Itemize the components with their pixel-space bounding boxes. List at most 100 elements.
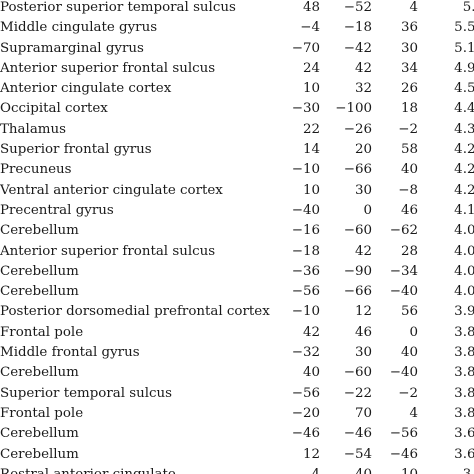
t-value-cell: 4.16 — [454, 202, 474, 218]
x-coordinate-cell: 48 — [302, 0, 320, 15]
x-coordinate-cell: −30 — [291, 101, 320, 117]
table-row: Middle frontal gyrus −32 30 40 3.88 — [0, 343, 474, 363]
t-value-cell: 3.82 — [454, 405, 474, 421]
z-coordinate-cell: −8 — [398, 182, 418, 198]
region-cell: Cerebellum — [0, 284, 79, 300]
table-row: Posterior dorsomedial prefrontal cortex −… — [0, 302, 474, 322]
z-coordinate-cell: 40 — [400, 345, 418, 361]
y-coordinate-cell: −26 — [343, 121, 372, 137]
x-coordinate-cell: 24 — [302, 60, 320, 76]
t-value-cell: 3.88 — [454, 345, 474, 361]
region-cell: Frontal pole — [0, 405, 84, 421]
region-cell: Cerebellum — [0, 223, 79, 239]
table-row: Cerebellum −16 −60 −62 4.07 — [0, 221, 474, 241]
y-coordinate-cell: −66 — [343, 162, 372, 178]
x-coordinate-cell: 42 — [302, 324, 320, 340]
y-coordinate-cell: −54 — [343, 446, 372, 462]
t-value-cell: 3.85 — [454, 385, 474, 401]
x-coordinate-cell: −4 — [300, 20, 320, 36]
table-row: Cerebellum 12 −54 −46 3.67 — [0, 445, 474, 465]
z-coordinate-cell: 26 — [400, 81, 418, 97]
z-coordinate-cell: −2 — [398, 385, 418, 401]
z-coordinate-cell: −40 — [389, 365, 418, 381]
t-value-cell: 4.01 — [454, 284, 474, 300]
table-row: Anterior cingulate cortex 10 32 26 4.52 — [0, 79, 474, 99]
z-coordinate-cell: 30 — [400, 40, 418, 56]
z-coordinate-cell: 46 — [400, 202, 418, 218]
y-coordinate-cell: −22 — [343, 385, 372, 401]
y-coordinate-cell: 30 — [354, 182, 372, 198]
table-row: Supramarginal gyrus −70 −42 30 5.15 — [0, 39, 474, 59]
table-row: Frontal pole −20 70 4 3.82 — [0, 404, 474, 424]
y-coordinate-cell: −60 — [343, 223, 372, 239]
t-value-cell: 4.20 — [454, 182, 474, 198]
region-cell: Cerebellum — [0, 446, 79, 462]
t-value-cell: 5.6 — [462, 0, 474, 15]
region-cell: Anterior superior frontal sulcus — [0, 60, 216, 76]
y-coordinate-cell: −52 — [343, 0, 372, 15]
x-coordinate-cell: 12 — [302, 446, 320, 462]
table-row: Superior frontal gyrus 14 20 58 4.23 — [0, 140, 474, 160]
y-coordinate-cell: −46 — [343, 426, 372, 442]
x-coordinate-cell: −20 — [291, 405, 320, 421]
region-cell: Supramarginal gyrus — [0, 40, 144, 56]
region-cell: Middle cingulate gyrus — [0, 20, 158, 36]
region-cell: Cerebellum — [0, 263, 79, 279]
z-coordinate-cell: 34 — [400, 60, 418, 76]
x-coordinate-cell: −46 — [291, 426, 320, 442]
x-coordinate-cell: 10 — [302, 81, 320, 97]
region-cell: Ventral anterior cingulate cortex — [0, 182, 223, 198]
region-cell: Rostral anterior cingulate — [0, 465, 176, 474]
z-coordinate-cell: 58 — [400, 142, 418, 158]
t-value-cell: 4.34 — [454, 121, 474, 137]
x-coordinate-cell: 4 — [268, 465, 320, 474]
y-coordinate-cell: −90 — [343, 263, 372, 279]
t-value-cell: 4.90 — [454, 60, 474, 76]
table-row: Anterior superior frontal sulcus 24 42 34 4.… — [0, 59, 474, 79]
table-row: Ventral anterior cingulate cortex 10 30 −8 4… — [0, 181, 474, 201]
x-coordinate-cell: −70 — [291, 40, 320, 56]
y-coordinate-cell: −18 — [343, 20, 372, 36]
x-coordinate-cell: −18 — [291, 243, 320, 259]
region-cell: Cerebellum — [0, 365, 79, 381]
y-coordinate-cell: −60 — [343, 365, 372, 381]
z-coordinate-cell: −62 — [389, 223, 418, 239]
z-coordinate-cell: −40 — [389, 284, 418, 300]
y-coordinate-cell: 42 — [354, 243, 372, 259]
x-coordinate-cell: −16 — [291, 223, 320, 239]
region-cell: Superior frontal gyrus — [0, 142, 152, 158]
z-coordinate-cell: 28 — [400, 243, 418, 259]
x-coordinate-cell: 14 — [302, 142, 320, 158]
y-coordinate-cell: 40 — [318, 465, 372, 474]
y-coordinate-cell: −100 — [335, 101, 372, 117]
region-cell: Thalamus — [0, 121, 66, 137]
z-coordinate-cell: 40 — [400, 162, 418, 178]
table-row: Frontal pole 42 46 0 3.89 — [0, 323, 474, 343]
table-row: Middle cingulate gyrus −4 −18 36 5.50 — [0, 18, 474, 38]
region-cell: Precuneus — [0, 162, 72, 178]
x-coordinate-cell: 10 — [302, 182, 320, 198]
region-cell: Frontal pole — [0, 324, 84, 340]
table-row: Thalamus 22 −26 −2 4.34 — [0, 120, 474, 140]
t-value-cell: 5.15 — [454, 40, 474, 56]
y-coordinate-cell: −42 — [343, 40, 372, 56]
table-row: Cerebellum −56 −66 −40 4.01 — [0, 282, 474, 302]
region-cell: Anterior superior frontal sulcus — [0, 243, 216, 259]
z-coordinate-cell: −46 — [389, 446, 418, 462]
z-coordinate-cell: 10 — [368, 465, 418, 474]
region-cell: Anterior cingulate cortex — [0, 81, 172, 97]
region-cell: Posterior superior temporal sulcus — [0, 0, 236, 15]
table-row: Precentral gyrus −40 0 46 4.16 — [0, 201, 474, 221]
x-coordinate-cell: −56 — [291, 385, 320, 401]
y-coordinate-cell: 46 — [354, 324, 372, 340]
y-coordinate-cell: −66 — [343, 284, 372, 300]
z-coordinate-cell: −34 — [389, 263, 418, 279]
x-coordinate-cell: 22 — [302, 121, 320, 137]
x-coordinate-cell: −56 — [291, 284, 320, 300]
table-row: Cerebellum −36 −90 −34 4.06 — [0, 262, 474, 282]
t-value-cell: 4.23 — [454, 142, 474, 158]
t-value-cell: 4.47 — [454, 101, 474, 117]
y-coordinate-cell: 0 — [363, 202, 372, 218]
y-coordinate-cell: 12 — [354, 304, 372, 320]
t-value-cell: 3.67 — [454, 446, 474, 462]
